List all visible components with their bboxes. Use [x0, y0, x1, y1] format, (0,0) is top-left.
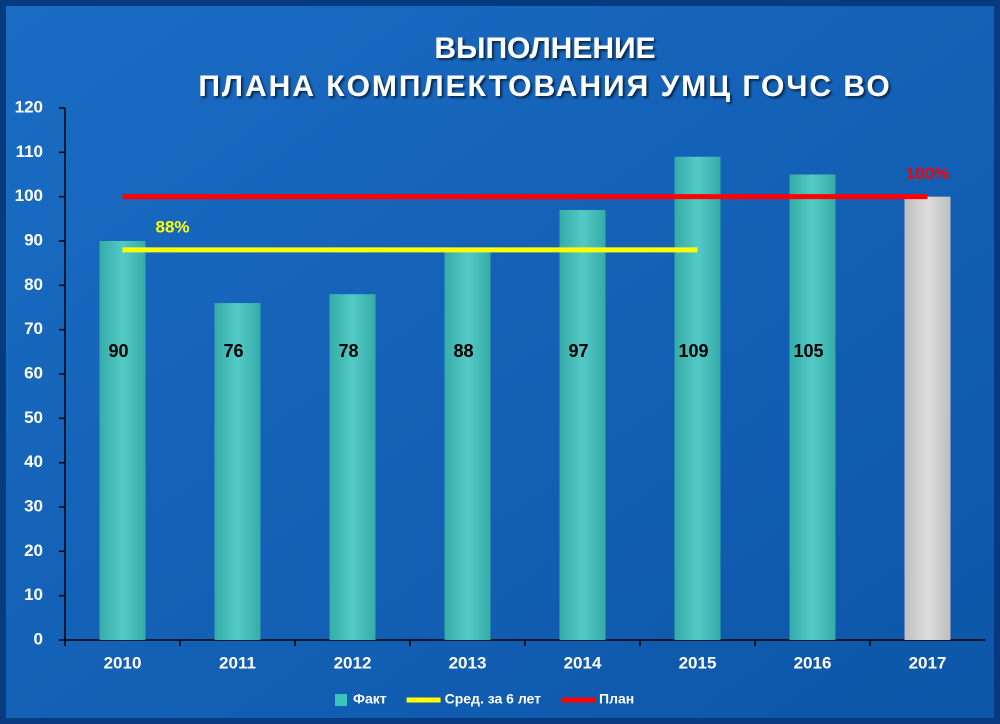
y-tick-label: 70 — [24, 319, 43, 338]
y-tick-label: 20 — [24, 541, 43, 560]
bar-shade — [789, 174, 836, 640]
y-tick-label: 90 — [24, 230, 43, 249]
data-label: 100% — [906, 164, 949, 183]
y-tick-label: 30 — [24, 496, 43, 515]
x-tick-label: 2017 — [909, 653, 947, 672]
x-tick-label: 2010 — [104, 653, 142, 672]
y-tick-label: 110 — [16, 142, 43, 161]
bar-shade — [329, 294, 376, 640]
data-label: 76 — [223, 341, 243, 361]
data-label: 105 — [793, 341, 823, 361]
bar-shade — [214, 303, 261, 640]
legend-label: Факт — [353, 691, 387, 707]
y-tick-label: 50 — [24, 408, 43, 427]
x-tick-label: 2015 — [679, 653, 717, 672]
y-tick-label: 120 — [15, 97, 43, 116]
bar-shade — [904, 196, 951, 640]
bar-shade — [674, 156, 721, 640]
y-tick-label: 40 — [24, 452, 43, 471]
chart-title: ПЛАНА КОМПЛЕКТОВАНИЯ УМЦ ГОЧС ВО — [198, 70, 891, 103]
data-label: 97 — [568, 341, 588, 361]
chart-title: ВЫПОЛНЕНИЕ — [434, 32, 655, 65]
y-tick-label: 10 — [24, 585, 43, 604]
legend-label: Сред. за 6 лет — [445, 691, 542, 707]
bar-shade — [559, 209, 606, 640]
legend-swatch — [335, 694, 347, 706]
x-tick-label: 2011 — [219, 653, 256, 672]
y-tick-label: 100 — [15, 186, 43, 205]
y-tick-label: 0 — [34, 629, 43, 648]
background — [6, 6, 994, 718]
x-tick-label: 2016 — [794, 653, 832, 672]
x-tick-label: 2014 — [564, 653, 602, 672]
data-label: 90 — [108, 341, 128, 361]
x-tick-label: 2013 — [449, 653, 487, 672]
y-tick-label: 80 — [24, 275, 43, 294]
x-tick-label: 2012 — [334, 653, 372, 672]
bar-shade — [99, 241, 146, 640]
bar-shade — [444, 249, 491, 640]
data-label: 78 — [338, 341, 358, 361]
data-label: 88% — [155, 217, 189, 236]
y-tick-label: 60 — [24, 363, 43, 382]
legend-label: План — [599, 691, 634, 707]
data-label: 88 — [453, 341, 473, 361]
data-label: 109 — [678, 341, 708, 361]
